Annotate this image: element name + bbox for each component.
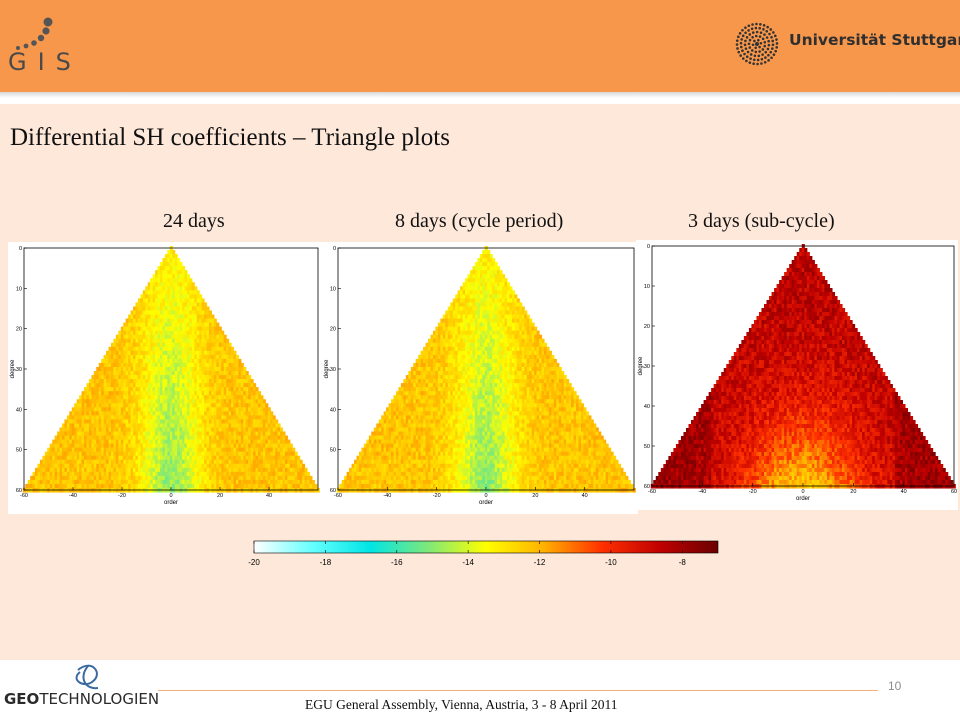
x-tick-label: 40 [582,493,588,499]
slide-header [0,0,960,92]
footer-conference-text: EGU General Assembly, Vienna, Austria, 3… [305,697,618,712]
triangle-plot-24-days: 0 10 20 30 40 50 60 -60 -40 -20 0 20 40 order degree [8,242,322,514]
geotechnologien-logo-icon [75,664,99,690]
heatmap-cells [336,245,636,493]
x-tick-label: 0 [801,489,804,495]
colorbar-tick-label: -14 [462,558,474,567]
x-tick-label: 0 [484,493,487,499]
plot-label-24-days: 24 days [163,210,225,232]
colorbar-gradient [253,540,719,554]
y-tick-label: 0 [19,246,22,252]
triangle-plot-8-days: 0 10 20 30 40 50 60 -60 -40 -20 0 20 40 order degree [322,242,638,514]
header-shadow [0,92,960,98]
y-tick-label: 50 [644,444,650,450]
y-tick-label: 60 [644,484,650,490]
y-tick-label: 40 [330,407,336,413]
x-tick-label: 20 [217,493,223,499]
y-axis-label: degree [638,356,644,375]
y-tick-label: 20 [644,324,650,330]
footer-divider [158,690,878,691]
x-tick-label: 40 [266,493,272,499]
y-tick-label: 50 [330,448,336,454]
x-tick-label: 20 [850,489,856,495]
y-tick-label: 50 [16,448,22,454]
x-tick-label: -20 [118,493,126,499]
x-tick-label: -20 [749,489,757,495]
plot-label-8-days: 8 days (cycle period) [395,210,564,232]
university-name: Universität Stuttgart [789,31,960,49]
gis-logo-text: GIS [8,48,82,76]
y-tick-label: 40 [16,407,22,413]
y-tick-label: 10 [16,286,22,292]
y-tick-label: 30 [16,367,22,373]
colorbar-tick-label: -16 [391,558,403,567]
heatmap-cells [22,245,320,493]
page-number: 10 [888,679,902,693]
y-tick-label: 10 [330,286,336,292]
y-tick-label: 20 [330,327,336,333]
plot-label-3-days: 3 days (sub-cycle) [688,210,835,232]
colorbar-tick-label: -20 [248,558,260,567]
x-tick-label: 0 [169,493,172,499]
colorbar-tick-label: -8 [679,558,687,567]
x-tick-label: -20 [433,493,441,499]
x-tick-label: 40 [901,489,907,495]
triangle-plot-3-days: 0 10 20 30 40 50 60 -60 -40 -20 0 20 40 60 order degree [636,240,958,510]
x-tick-label: -60 [648,489,656,495]
y-tick-label: 60 [330,488,336,494]
geo-rest-text: TECHNOLOGIEN [39,690,160,708]
y-tick-label: 10 [644,284,650,290]
x-tick-label: -40 [698,489,706,495]
y-tick-label: 0 [333,246,336,252]
x-tick-label: 60 [951,489,957,495]
x-tick-label: -40 [383,493,391,499]
x-axis-label: order [164,500,178,506]
y-tick-label: 40 [644,404,650,410]
y-axis-label: degree [10,359,16,378]
y-tick-label: 60 [16,488,22,494]
colorbar-tick-label: -12 [534,558,546,567]
colorbar: -20 -18 -16 -14 -12 -10 -8 [240,538,730,578]
x-axis-label: order [796,496,810,502]
university-seal-icon [735,22,779,66]
y-tick-label: 30 [330,367,336,373]
geotechnologien-text: GEOTECHNOLOGIEN [4,690,159,708]
y-tick-label: 0 [647,244,650,250]
x-tick-label: -60 [334,493,342,499]
x-tick-label: 20 [532,493,538,499]
y-axis-label: degree [324,359,330,378]
gis-logo-icon [16,17,53,50]
x-tick-label: -40 [69,493,77,499]
heatmap-cells [650,244,956,489]
y-tick-label: 20 [16,327,22,333]
y-tick-label: 30 [644,364,650,370]
colorbar-tick-label: -10 [605,558,617,567]
geo-bold-text: GEO [4,690,40,708]
x-axis-label: order [479,500,493,506]
colorbar-tick-label: -18 [320,558,332,567]
slide-title: Differential SH coefficients – Triangle … [10,124,450,151]
x-tick-label: -60 [20,493,28,499]
